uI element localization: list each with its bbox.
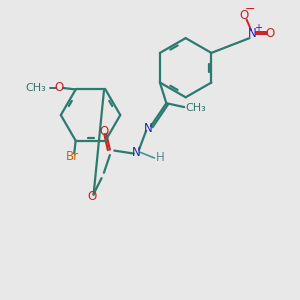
Text: −: −	[245, 3, 255, 16]
Text: CH₃: CH₃	[25, 83, 46, 93]
Text: O: O	[266, 27, 275, 40]
Text: O: O	[55, 82, 64, 94]
Text: Br: Br	[66, 151, 79, 164]
Text: +: +	[254, 23, 262, 33]
Text: N: N	[144, 122, 153, 135]
Text: CH₃: CH₃	[186, 103, 206, 113]
Text: O: O	[99, 125, 109, 138]
Text: N: N	[248, 27, 257, 40]
Text: H: H	[155, 152, 164, 164]
Text: N: N	[132, 146, 141, 159]
Text: O: O	[87, 190, 97, 203]
Text: O: O	[239, 9, 248, 22]
